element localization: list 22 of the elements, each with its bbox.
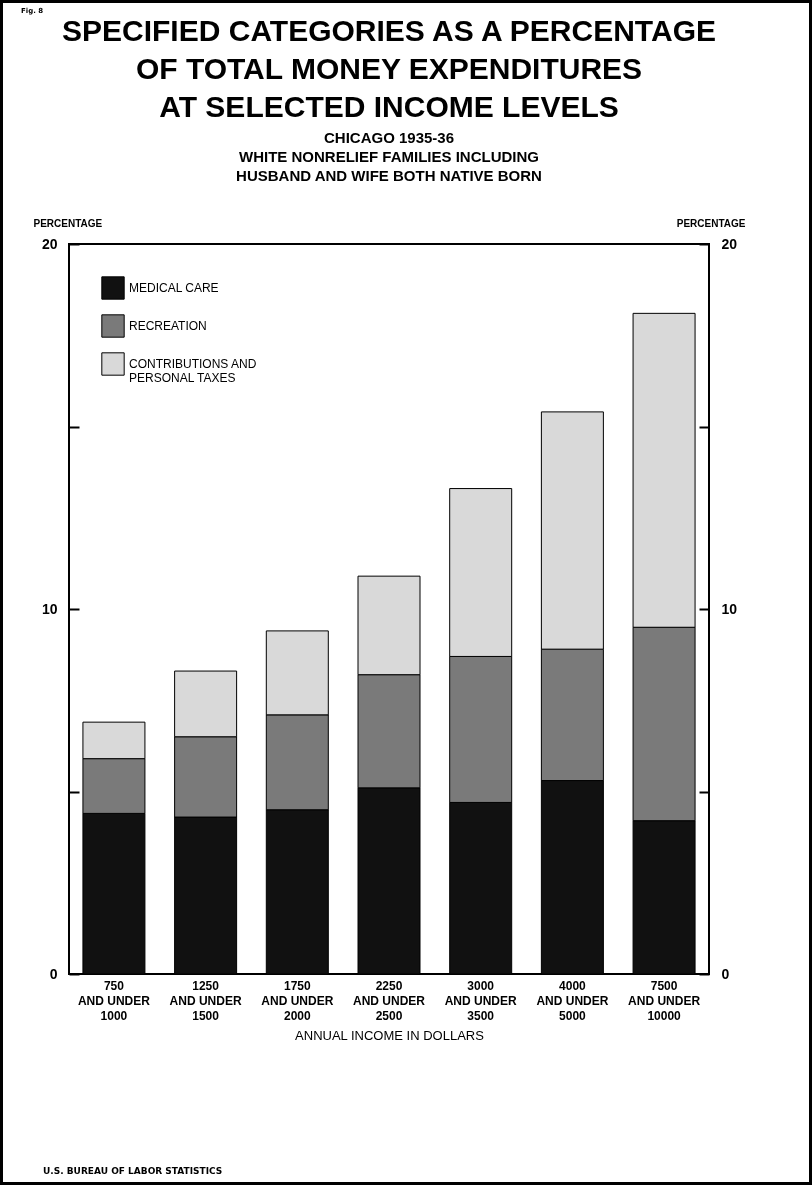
y2-tick-label: 10 — [721, 600, 738, 617]
x-tick-label: 1750 AND UNDER 2000 — [261, 978, 334, 1023]
y-axis-title: PERCENTAGE — [33, 217, 103, 229]
legend-label: CONTRIBUTIONS AND PERSONAL TAXES — [129, 357, 257, 385]
text: U.S. BUREAU OF LABOR STATISTICS — [43, 1166, 223, 1176]
legend-label: RECREATION — [129, 319, 207, 333]
x-tick-label: 1250 AND UNDER 1500 — [169, 978, 242, 1023]
x-tick-label: 2250 AND UNDER 2500 — [353, 978, 426, 1023]
y2-tick-label: 0 — [721, 965, 730, 982]
y-tick-label: 0 — [49, 965, 58, 982]
x-tick-label: 750 AND UNDER 1000 — [77, 978, 151, 1023]
y2-tick-label: 20 — [721, 235, 738, 252]
y2-axis-title: PERCENTAGE — [676, 217, 746, 229]
x-axis-title: ANNUAL INCOME IN DOLLARS — [295, 1027, 485, 1043]
x-tick-label: 3000 AND UNDER 3500 — [444, 978, 518, 1023]
y-tick-label: 20 — [41, 235, 58, 252]
x-tick-label: 7500 AND UNDER 10000 — [628, 978, 701, 1023]
legend-label: MEDICAL CARE — [129, 281, 219, 295]
chart-subtitle: CHICAGO 1935-36 WHITE NONRELIEF FAMILIES INCLUDING HUSBAND AND WIFE BOTH NATIVE BORN — [236, 129, 542, 184]
chart-title: SPECIFIED CATEGORIES AS A PERCENTAGE OF TOTAL MONEY EXPENDITURES AT SELECTED INCOME LEVELS — [62, 14, 716, 123]
y-tick-label: 10 — [41, 600, 58, 617]
x-tick-label: 4000 AND UNDER 5000 — [536, 978, 609, 1023]
